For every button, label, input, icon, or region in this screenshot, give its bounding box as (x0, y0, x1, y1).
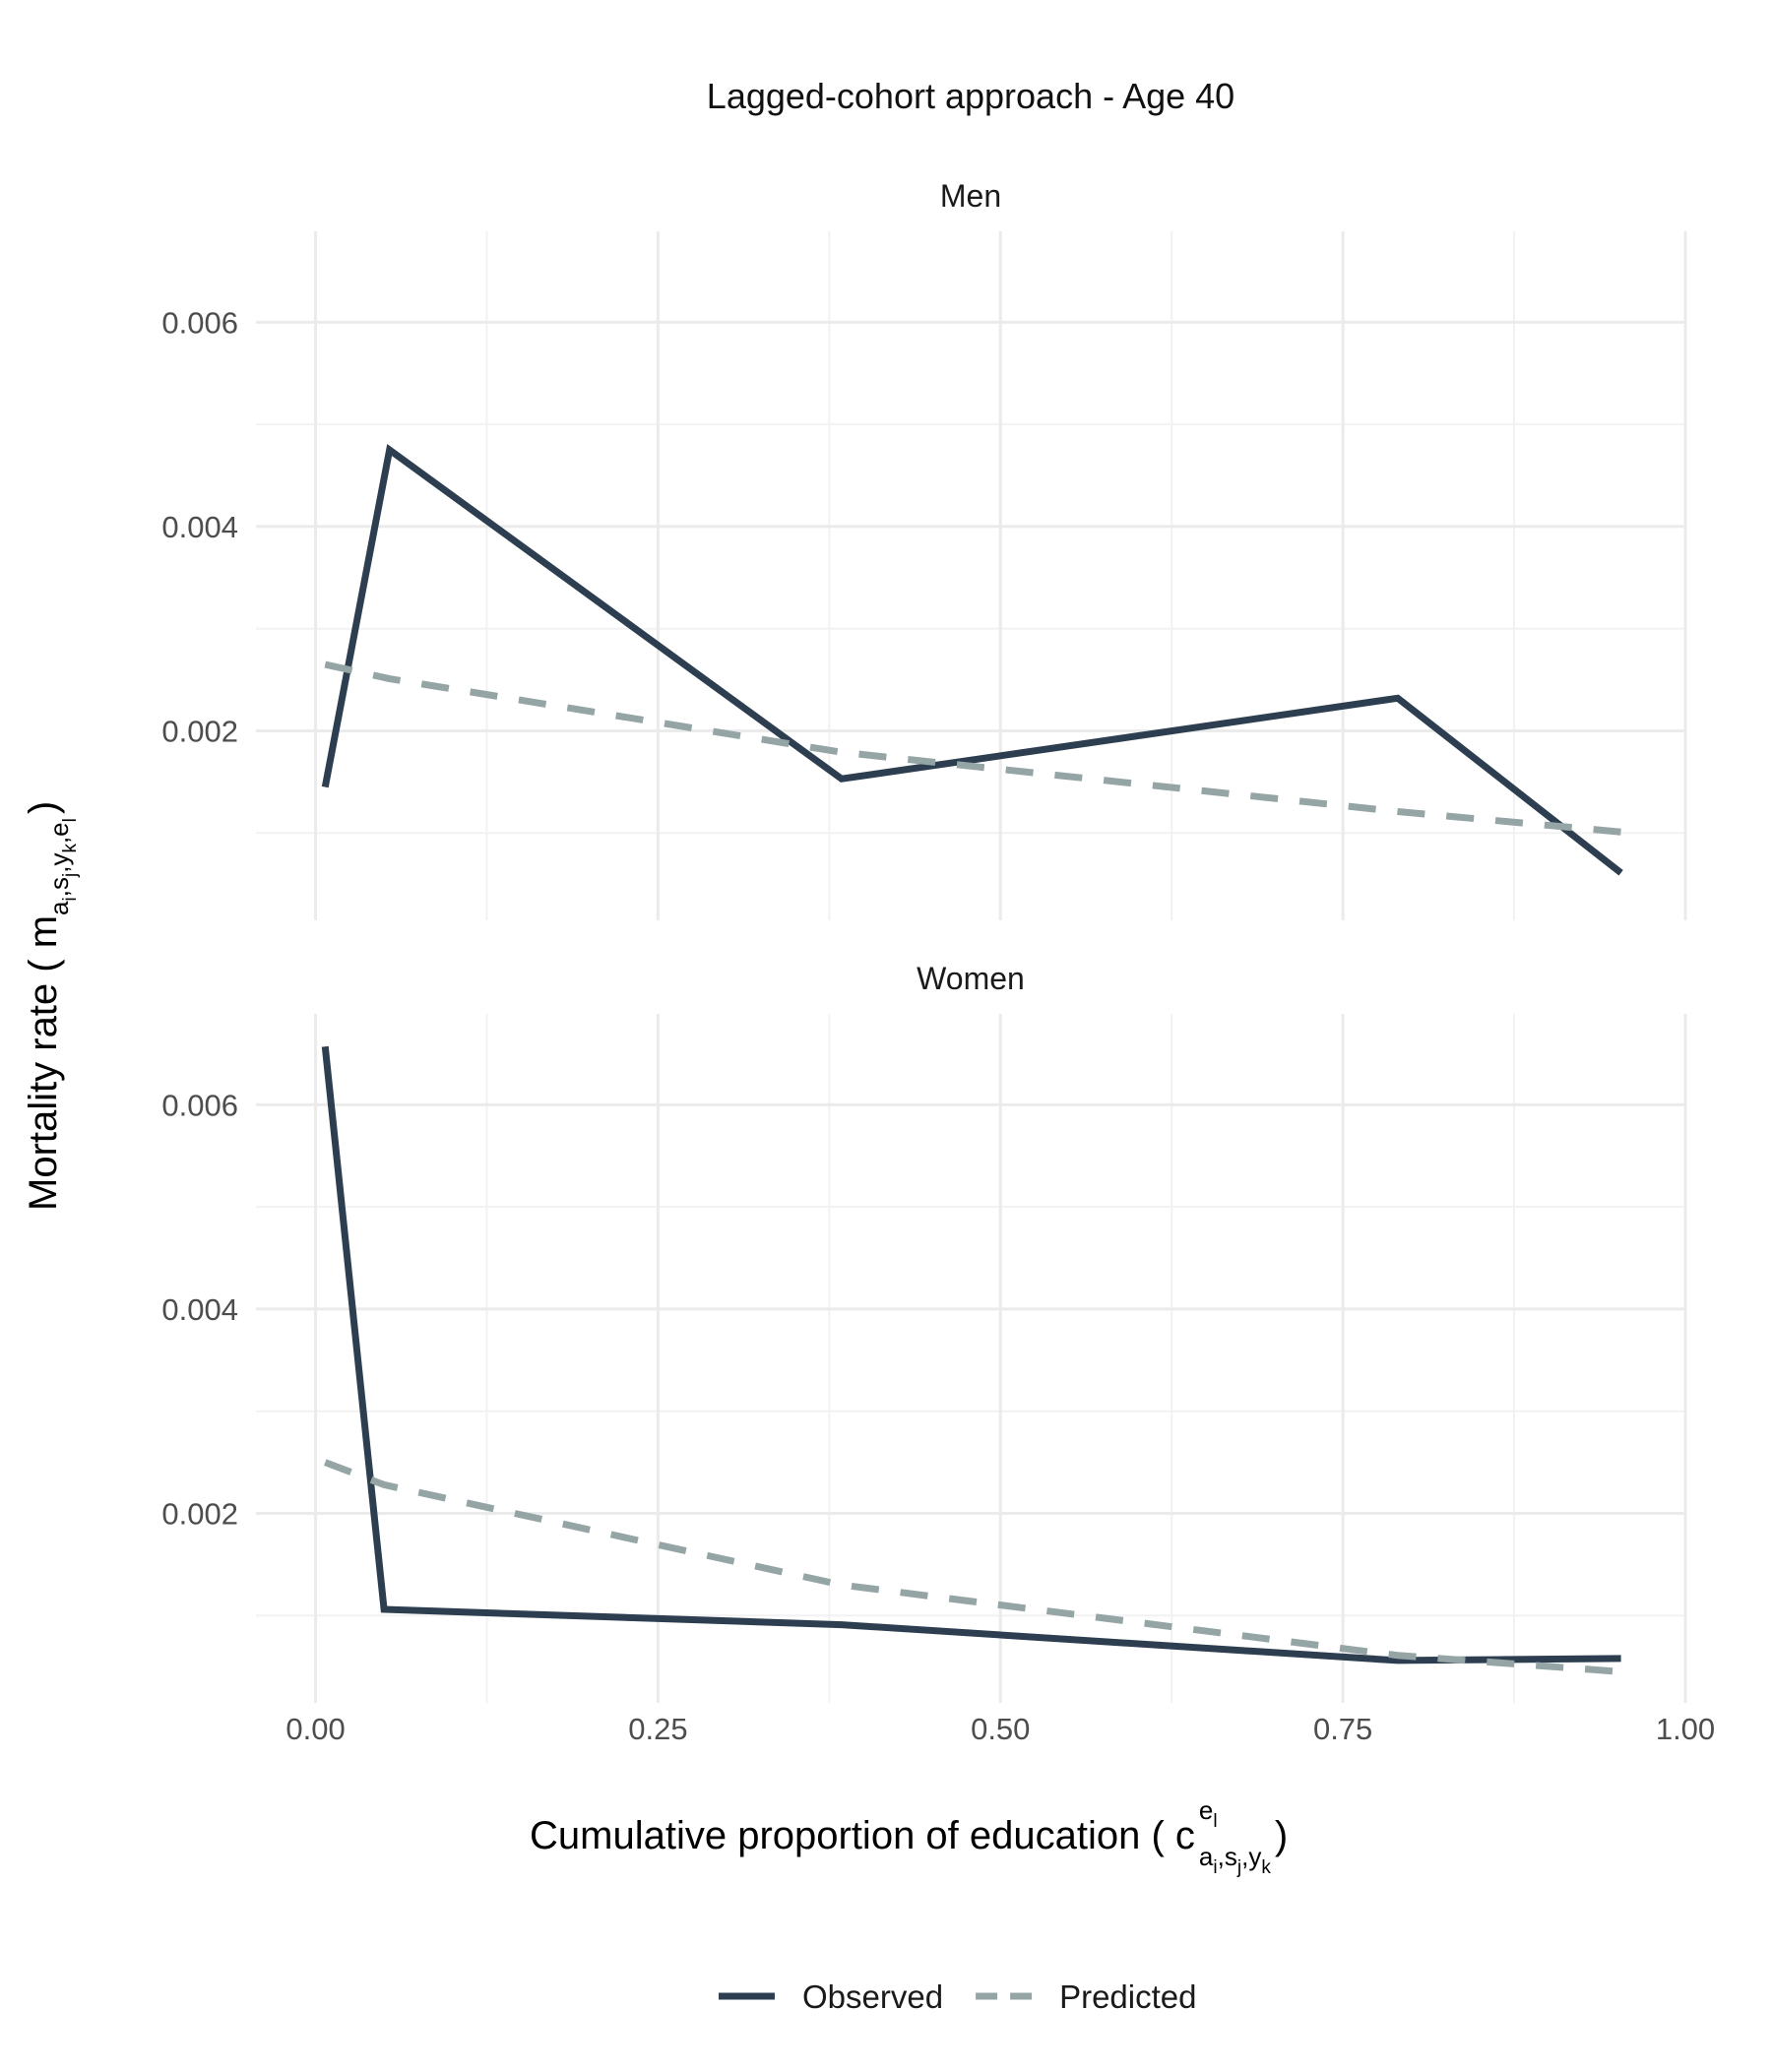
x-axis-title-subscript: ,y (1241, 1842, 1261, 1871)
y-axis-title-subscript-sub: k (60, 844, 81, 853)
panel-strip-label: Men (940, 178, 1001, 214)
x-axis-title: Cumulative proportion of education ( ce l… (530, 1795, 1288, 1878)
y-tick-label: 0.002 (161, 1496, 238, 1531)
x-tick-label: 0.25 (628, 1712, 687, 1746)
y-axis-title-suffix: ) (22, 801, 65, 814)
y-axis-title-subscript: ,s (44, 877, 74, 897)
x-axis-title-text: Cumulative proportion of education ( c (530, 1814, 1195, 1857)
x-axis-title-subscript-sub: i (1213, 1857, 1217, 1878)
series-line-predicted (324, 660, 1621, 836)
panels-layer: 0.0020.0040.006Men0.0020.0040.006Women0.… (161, 178, 1715, 1746)
x-axis-title-subscript-sub: j (1236, 1857, 1241, 1878)
series-line-observed (321, 1045, 1621, 1664)
panel-men: 0.002 0.004 0.006 Men (161, 178, 1687, 920)
x-axis-title-suffix: ) (1275, 1814, 1288, 1857)
legend-label-observed: Observed (802, 1978, 943, 2015)
legend: Observed Predicted (719, 1978, 1197, 2015)
series-line-predicted (324, 1459, 1621, 1675)
y-axis-title: Mortality rate ( mai,sj,yk,el ) (22, 801, 81, 1211)
panel-women: 0.002 0.004 0.006 Women (161, 961, 1687, 1703)
y-tick-label: 0.002 (161, 714, 238, 748)
x-tick-label: 0.00 (285, 1712, 345, 1746)
x-axis-title-subscript: ,s (1218, 1842, 1237, 1871)
x-axis-title-subscript-sub: k (1261, 1857, 1271, 1878)
y-axis-title-subscript: ,y (44, 853, 74, 873)
panel-strip-label: Women (917, 961, 1025, 996)
y-axis-title-subscript-sub: i (60, 897, 81, 901)
y-tick-label: 0.006 (161, 1088, 238, 1122)
y-axis-title-subscript: a (44, 901, 74, 915)
y-axis-title-text: Mortality rate ( m (22, 915, 65, 1211)
y-tick-label: 0.006 (161, 305, 238, 340)
y-tick-label: 0.004 (161, 1292, 238, 1327)
legend-label-predicted: Predicted (1059, 1978, 1196, 2015)
x-axis-title-superscript-sub: l (1213, 1811, 1217, 1832)
x-tick-label: 0.75 (1313, 1712, 1372, 1746)
x-tick-labels: 0.00 0.25 0.50 0.75 1.00 (285, 1712, 1715, 1746)
y-axis-title-subscript-sub: j (60, 873, 81, 878)
x-tick-label: 0.50 (971, 1712, 1030, 1746)
series-line-observed (321, 444, 1623, 876)
x-axis-title-superscript: e (1199, 1795, 1213, 1825)
chart-title: Lagged-cohort approach - Age 40 (707, 76, 1234, 116)
y-axis-title-subscript-sub: l (60, 818, 81, 822)
y-axis-title-subscript: ,e (44, 822, 74, 844)
y-tick-label: 0.004 (161, 510, 238, 544)
x-tick-label: 1.00 (1656, 1712, 1715, 1746)
x-axis-title-subscript: a (1199, 1842, 1214, 1871)
